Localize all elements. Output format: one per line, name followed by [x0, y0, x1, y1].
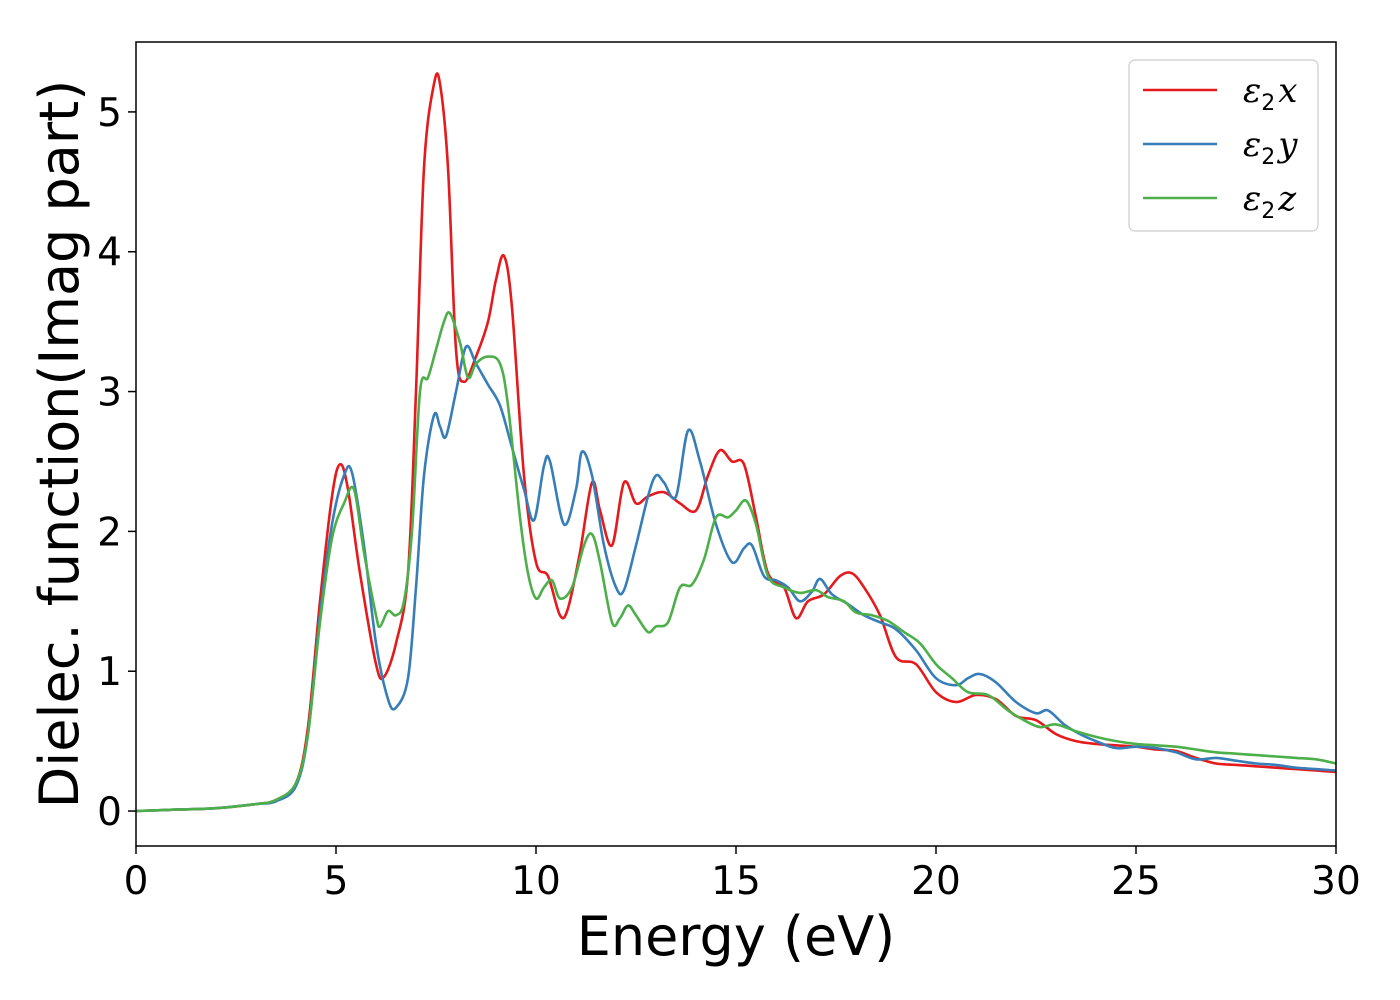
x-axis: 0 5 10 15 20 25 30	[124, 846, 1361, 904]
x-tick-label: 0	[124, 859, 149, 904]
x-tick-label: 20	[911, 859, 961, 904]
series-layer	[136, 72, 1336, 813]
legend: ε2x ε2y ε2z	[1128, 59, 1319, 232]
legend-label-y: ε2y	[1243, 125, 1298, 170]
y-tick-label: 3	[97, 371, 122, 416]
y-axis: 0 1 2 3 4 5	[97, 91, 136, 835]
y-tick-label: 5	[97, 91, 122, 136]
legend-label-z: ε2z	[1243, 179, 1297, 224]
x-tick-label: 25	[1111, 859, 1161, 904]
x-axis-label: Energy (eV)	[577, 905, 896, 968]
series-line-y	[136, 344, 1336, 813]
x-tick-label: 5	[324, 859, 349, 904]
y-tick-label: 1	[97, 650, 122, 695]
legend-label-x: ε2x	[1243, 71, 1297, 116]
series-line-z	[136, 310, 1336, 813]
x-tick-label: 10	[511, 859, 561, 904]
x-tick-label: 30	[1311, 859, 1361, 904]
y-axis-label: Dielec. function(Imag part)	[28, 80, 91, 809]
y-tick-label: 2	[97, 510, 122, 555]
x-tick-label: 15	[711, 859, 761, 904]
y-tick-label: 0	[97, 790, 122, 835]
y-tick-label: 4	[97, 231, 122, 276]
legend-box	[1128, 59, 1319, 232]
